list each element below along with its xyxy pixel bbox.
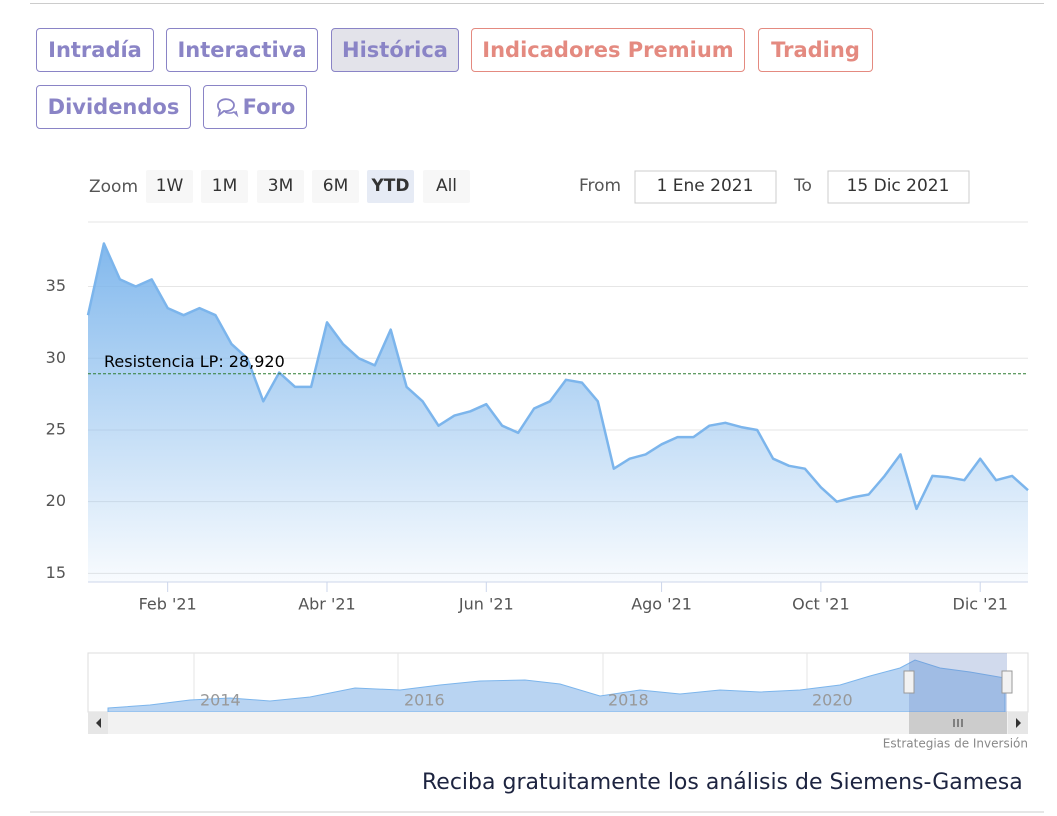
range-button[interactable] [201, 170, 248, 203]
from-value: 1 Ene 2021 [657, 176, 754, 196]
range-button-label: All [436, 176, 457, 196]
from-label: From [579, 176, 621, 196]
to-value: 15 Dic 2021 [847, 176, 950, 196]
x-tick-label: Jun '21 [458, 595, 514, 614]
tab-label: Indicadores Premium [482, 38, 734, 62]
tab[interactable]: Interactiva [166, 28, 318, 72]
x-tick-label: Oct '21 [792, 595, 850, 614]
nav-series [107, 659, 1006, 713]
tab[interactable]: Dividendos [36, 85, 191, 129]
zoom-label: Zoom [89, 177, 138, 197]
arrow [96, 718, 101, 728]
to-input[interactable] [827, 170, 970, 204]
range-button[interactable] [423, 170, 470, 203]
tab-label: Histórica [342, 38, 448, 62]
nav-handle[interactable] [903, 670, 915, 694]
y-tick-label: 20 [46, 491, 66, 510]
area-fill [88, 243, 1028, 582]
range-button[interactable] [146, 170, 193, 203]
nav-label: 2016 [404, 691, 445, 710]
thumb-grip [953, 719, 963, 727]
y-tick-label: 30 [46, 348, 66, 367]
reference-label: Resistencia LP: 28,920 [104, 352, 285, 371]
range-button-label: 6M [323, 176, 348, 196]
chat-icon [216, 98, 239, 118]
x-tick-label: Abr '21 [298, 595, 356, 614]
x-tick-label: Feb '21 [139, 595, 197, 614]
y-tick-label: 25 [46, 419, 66, 438]
footer-text: Reciba gratuitamente los análisis de Sie… [422, 770, 1023, 795]
y-tick-label: 15 [46, 563, 66, 582]
range-button-label: 1M [212, 176, 237, 196]
top-rule [30, 3, 1044, 4]
credits: Estrategias de Inversión [883, 737, 1028, 751]
to-label: To [793, 176, 812, 196]
price-line [86, 242, 1029, 511]
nav-label: 2014 [200, 691, 241, 710]
range-button-label: 3M [268, 176, 293, 196]
tab-label: Intradía [48, 38, 142, 62]
nav-selection[interactable] [909, 653, 1007, 712]
tab-label: Trading [771, 38, 860, 62]
nav-label: 2018 [608, 691, 649, 710]
nav-handle[interactable] [1001, 670, 1013, 694]
tab[interactable]: Intradía [36, 28, 154, 72]
nav-label: 2020 [812, 691, 853, 710]
tab-label: Foro [242, 95, 296, 119]
x-tick-label: Dic '21 [953, 595, 1008, 614]
tab[interactable]: Foro [203, 85, 307, 129]
range-button-label: 1W [156, 176, 184, 196]
scrollbar [88, 712, 1028, 734]
range-button[interactable] [257, 170, 304, 203]
range-button[interactable] [312, 170, 359, 203]
range-button[interactable] [367, 170, 414, 203]
tab[interactable]: Indicadores Premium [471, 28, 745, 72]
range-button-label: YTD [370, 176, 409, 196]
tab-label: Interactiva [177, 38, 307, 62]
from-input[interactable] [634, 170, 777, 204]
tab[interactable]: Histórica [331, 28, 459, 72]
arrow [1016, 718, 1021, 728]
tab[interactable]: Trading [758, 28, 873, 72]
x-tick-label: Ago '21 [631, 595, 692, 614]
tab-label: Dividendos [47, 95, 180, 119]
y-tick-label: 35 [46, 276, 66, 295]
